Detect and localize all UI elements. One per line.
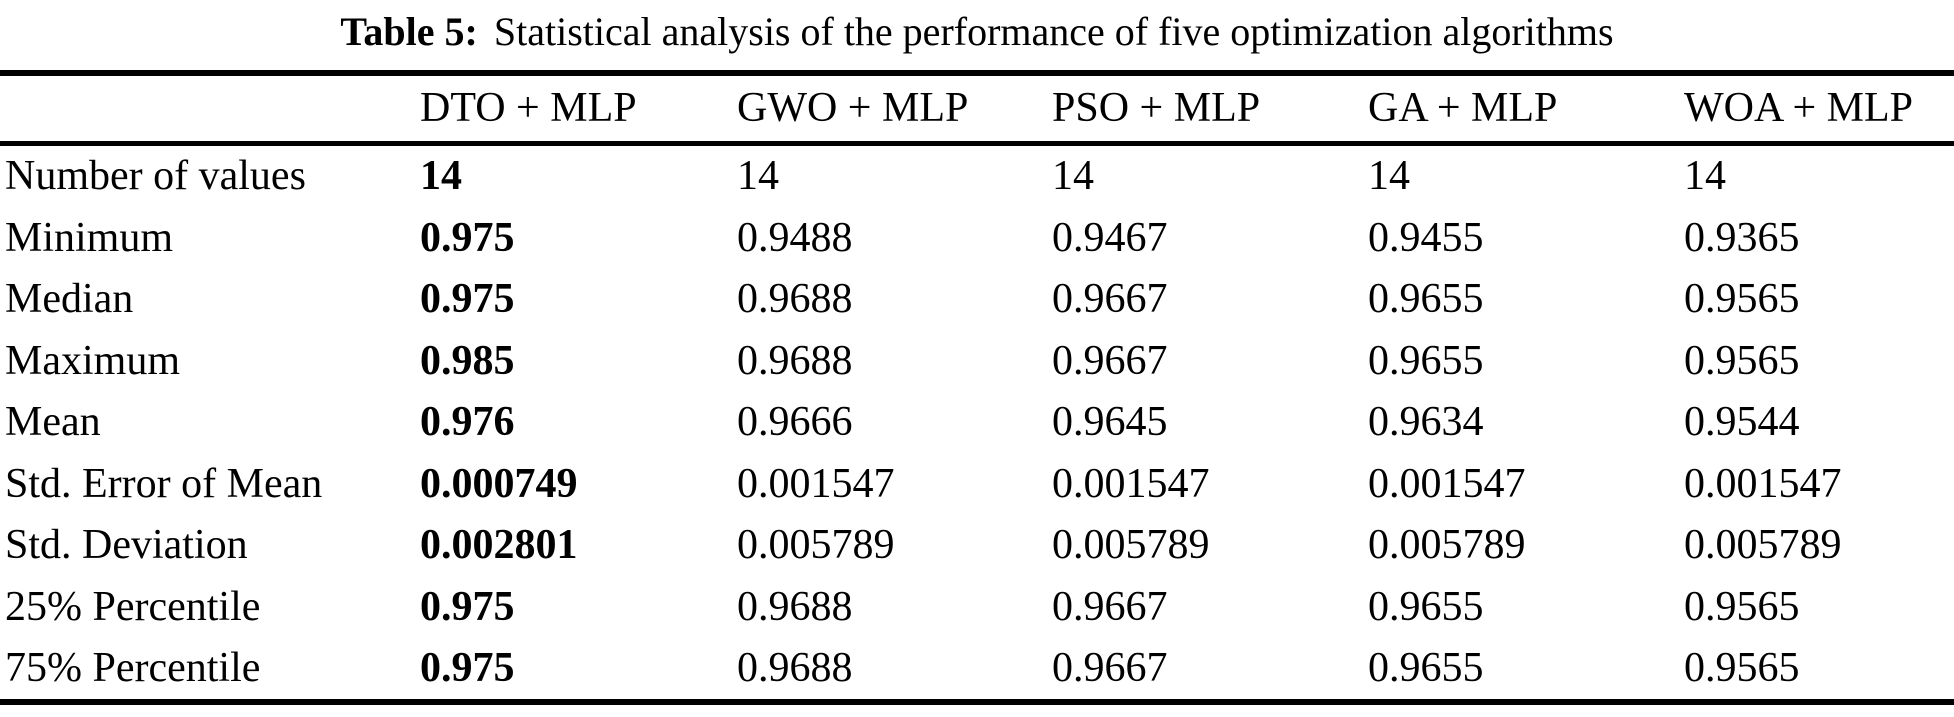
stat-value: 14 [1684, 153, 1726, 200]
table-row: 75% Percentile 0.975 0.9688 0.9667 0.9655 0.9… [0, 638, 1954, 703]
table-row: Std. Deviation 0.002801 0.005789 0.005789 0.… [0, 515, 1954, 577]
stat-value: 0.9645 [1052, 399, 1168, 446]
stat-value: 0.005789 [1368, 522, 1526, 569]
stat-value: 0.9688 [737, 583, 853, 630]
stat-value: 0.9667 [1052, 583, 1168, 630]
stat-value: 0.985 [420, 337, 515, 384]
row-label: Std. Deviation [5, 522, 248, 569]
row-label: Minimum [5, 214, 174, 261]
caption-label: Table 5: [340, 9, 478, 54]
stat-value: 14 [1052, 153, 1094, 200]
stat-value: 0.9455 [1368, 214, 1484, 261]
table-body: Number of values 14 14 14 14 14 Minimum 0.975 0.… [0, 143, 1954, 702]
stat-value: 0.9655 [1368, 583, 1484, 630]
row-label: Number of values [5, 153, 306, 200]
table-row: 25% Percentile 0.975 0.9688 0.9667 0.9655 0.9… [0, 576, 1954, 638]
column-header: GA + MLP [1368, 84, 1558, 131]
stat-value: 0.9565 [1684, 645, 1800, 692]
table-row: Minimum 0.975 0.9488 0.9467 0.9455 0.9365 [0, 207, 1954, 269]
stat-value: 0.9565 [1684, 276, 1800, 323]
table-row: Number of values 14 14 14 14 14 [0, 143, 1954, 207]
column-header: PSO + MLP [1052, 84, 1261, 131]
stat-value: 0.9655 [1368, 276, 1484, 323]
stat-value: 14 [1368, 153, 1410, 200]
stat-value: 14 [420, 153, 462, 200]
table-row: Median 0.975 0.9688 0.9667 0.9655 0.9565 [0, 269, 1954, 331]
table-row: Mean 0.976 0.9666 0.9645 0.9634 0.9544 [0, 392, 1954, 454]
stat-value: 0.9488 [737, 214, 853, 261]
stat-value: 0.001547 [1684, 460, 1842, 507]
stat-value: 0.975 [420, 645, 515, 692]
stat-value: 0.9467 [1052, 214, 1168, 261]
stat-value: 0.9688 [737, 645, 853, 692]
stat-value: 0.975 [420, 583, 515, 630]
column-header: WOA + MLP [1684, 84, 1914, 131]
stat-value: 0.975 [420, 214, 515, 261]
row-label: Median [5, 276, 134, 323]
stat-value: 0.9565 [1684, 337, 1800, 384]
stat-value: 0.001547 [1368, 460, 1526, 507]
stat-value: 0.000749 [420, 460, 578, 507]
stat-value: 0.002801 [420, 522, 578, 569]
stat-value: 0.9565 [1684, 583, 1800, 630]
row-label: 25% Percentile [5, 583, 261, 630]
header-row: DTO + MLP GWO + MLP PSO + MLP GA + MLP WOA +… [0, 73, 1954, 143]
stat-value: 0.005789 [1052, 522, 1210, 569]
stat-value: 0.9688 [737, 276, 853, 323]
stat-value: 0.005789 [1684, 522, 1842, 569]
stat-value: 0.9667 [1052, 645, 1168, 692]
stat-value: 0.9667 [1052, 276, 1168, 323]
stat-value: 0.9544 [1684, 399, 1800, 446]
caption-text: Statistical analysis of the performance … [493, 9, 1614, 54]
stat-value: 0.9365 [1684, 214, 1800, 261]
stat-value: 0.001547 [737, 460, 895, 507]
stat-value: 0.001547 [1052, 460, 1210, 507]
row-label: Mean [5, 399, 101, 446]
stat-value: 0.9655 [1368, 645, 1484, 692]
stats-table: DTO + MLP GWO + MLP PSO + MLP GA + MLP WOA +… [0, 70, 1954, 705]
row-label: Std. Error of Mean [5, 460, 323, 507]
stat-value: 0.9666 [737, 399, 853, 446]
table-row: Maximum 0.985 0.9688 0.9667 0.9655 0.9565 [0, 330, 1954, 392]
table-row: Std. Error of Mean 0.000749 0.001547 0.0015… [0, 453, 1954, 515]
column-header: GWO + MLP [737, 84, 969, 131]
stat-value: 0.9655 [1368, 337, 1484, 384]
stat-value: 0.975 [420, 276, 515, 323]
table-caption: Table 5: Statistical analysis of the perf… [0, 0, 1954, 70]
stat-value: 0.005789 [737, 522, 895, 569]
stat-value: 0.976 [420, 399, 515, 446]
corner-cell [0, 73, 420, 143]
stat-value: 0.9634 [1368, 399, 1484, 446]
stat-value: 0.9688 [737, 337, 853, 384]
stat-value: 0.9667 [1052, 337, 1168, 384]
stat-value: 14 [737, 153, 779, 200]
column-header: DTO + MLP [420, 84, 637, 131]
row-label: 75% Percentile [5, 645, 261, 692]
row-label: Maximum [5, 337, 180, 384]
